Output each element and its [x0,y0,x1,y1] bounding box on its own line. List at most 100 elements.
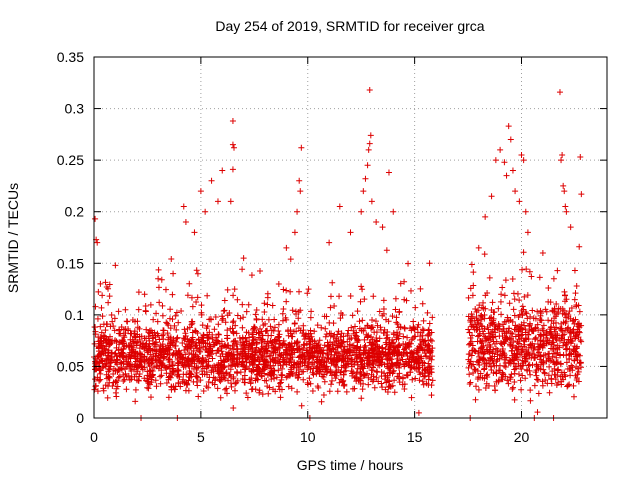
data-point [518,386,525,393]
data-point [577,154,584,161]
data-point [328,381,335,388]
data-point [522,375,529,382]
data-point [498,341,505,348]
data-point [482,384,489,391]
data-point [386,339,393,346]
data-point [369,367,376,374]
data-point [476,302,483,309]
data-point [490,309,497,316]
data-point [205,384,212,391]
data-point [185,377,192,384]
data-point [165,336,172,343]
data-point [104,352,111,359]
data-point [301,362,308,369]
data-point [94,388,101,395]
data-point [164,330,171,337]
data-point [149,335,156,342]
data-point [391,377,398,384]
data-point [343,388,350,395]
data-point [373,337,380,344]
data-point [543,335,550,342]
data-point [210,368,217,375]
data-point [297,359,304,366]
data-point [536,349,543,356]
data-point [141,291,148,298]
data-point [354,343,361,350]
data-point [113,393,120,400]
data-point [231,356,238,363]
data-point [272,340,279,347]
data-point [558,157,565,164]
data-point [195,393,202,400]
data-point [276,386,283,393]
data-point [363,331,370,338]
data-point [272,349,279,356]
data-point [173,326,180,333]
data-point [331,302,338,309]
data-point [222,386,229,393]
data-point [190,378,197,385]
data-point [206,374,213,381]
data-point [466,380,473,387]
data-point [382,316,389,323]
data-point [361,344,368,351]
data-point [407,364,414,371]
data-point [263,377,270,384]
data-point [369,354,375,361]
data-point [353,375,360,382]
data-point [260,356,267,363]
data-point [110,371,117,378]
data-point [141,335,148,342]
data-point [94,315,101,322]
data-point [320,371,327,378]
data-point [103,343,110,350]
data-point [536,356,543,363]
data-point [477,374,484,381]
data-point [327,355,334,362]
data-point [155,284,162,291]
data-point [425,347,432,354]
data-point [257,268,264,275]
data-point [146,361,153,368]
data-point [215,331,222,338]
data-point [535,390,542,397]
data-point [467,285,474,292]
data-point [261,366,268,373]
data-point [219,315,226,322]
data-point [267,323,274,330]
data-point [249,353,256,360]
data-point [224,356,231,363]
data-point [497,298,504,305]
data-point [109,318,116,325]
data-point [501,292,508,299]
data-point [576,243,583,250]
x-tick-label: 0 [90,429,98,445]
data-point [294,346,301,353]
data-point [483,372,490,379]
data-point [389,350,396,357]
data-point [407,287,414,294]
data-point [372,318,379,325]
data-point [108,312,115,319]
plot-frame [93,56,608,419]
data-point [538,353,545,360]
data-point [141,364,148,371]
data-point [318,357,325,364]
data-point [524,355,531,362]
data-point [111,338,118,345]
data-point [275,383,282,390]
data-point [361,336,368,343]
data-point [537,331,544,338]
data-point [318,324,325,331]
data-point [221,372,228,379]
data-point [320,392,327,399]
data-point [478,344,485,351]
data-point [465,326,472,333]
data-point [521,322,528,329]
data-point [408,394,415,401]
data-point [366,140,373,147]
data-point [520,249,527,256]
data-point [233,360,240,367]
x-tick-label: 10 [300,429,316,445]
data-point [224,312,231,319]
